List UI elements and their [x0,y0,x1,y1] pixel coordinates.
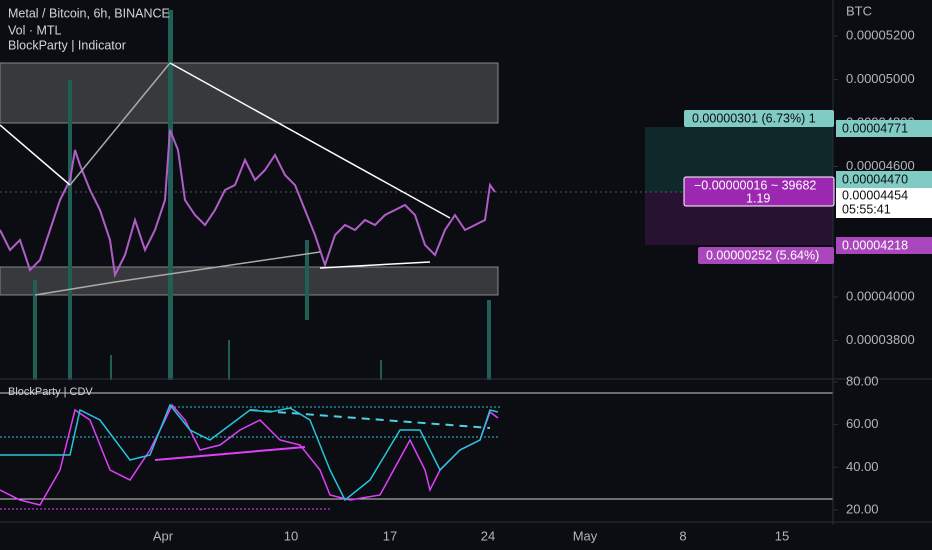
time-label: 24 [481,528,495,543]
cdv-line [0,403,499,502]
cdv-tick-label: 80.00 [846,373,879,388]
cdv-title: BlockParty | CDV [8,386,93,398]
target-badge [836,120,932,137]
entry-price: 0.00004470 [842,172,908,186]
time-axis: Apr 10 17 24 May 8 15 [153,528,789,543]
loss-text: 0.00000252 (5.64%) [706,248,819,262]
cdv-tick-label: 20.00 [846,501,879,516]
trendlines [0,62,451,296]
cdv-signal [0,403,499,506]
price-tick-label: 0.00005200 [846,27,915,42]
position-box [683,176,835,207]
cdv-tick-label: 40.00 [846,459,879,474]
loss-box [698,247,834,264]
last-badge [836,188,932,218]
last-price: 0.00004454 [842,188,908,202]
target-price: 0.00004771 [842,121,908,135]
time-label: May [573,528,598,543]
symbol-title: Metal / Bitcoin, 6h, BINANCE [8,6,170,20]
time-label: 8 [679,528,686,543]
time-label: 15 [775,528,789,543]
volume [33,10,491,380]
time-label: 17 [383,528,397,543]
support-zone [0,266,499,296]
time-label: Apr [153,528,174,543]
resistance-zone [0,62,499,124]
price-tick-label: 0.00003800 [846,332,915,347]
price-tick-label: 0.00005000 [846,71,915,86]
time-label: 10 [284,528,298,543]
stop-badge [836,237,932,254]
price-unit: BTC [846,3,872,18]
profit-text: 0.00000301 (6.73%) 1 [692,111,816,125]
price-tick-label: 0.00004000 [846,288,915,303]
stop-price: 0.00004218 [842,238,908,252]
volume-label: Vol · MTL [8,23,62,37]
price-tick-label: 0.00004600 [846,158,915,173]
cdv-trend [249,409,491,429]
position-text: −0.00000016 ~ 39682 [694,178,816,192]
price-candles [0,129,496,279]
cdv-trend-low [154,446,306,461]
indicator-label: BlockParty | Indicator [8,38,126,52]
profit-box [684,110,834,127]
ratio-text: 1.19 [746,191,770,205]
entry-badge [836,171,932,188]
cdv-axis: 80.00 60.00 40.00 20.00 [833,373,879,516]
countdown: 05:55:41 [842,202,891,216]
cdv-tick-label: 60.00 [846,416,879,431]
